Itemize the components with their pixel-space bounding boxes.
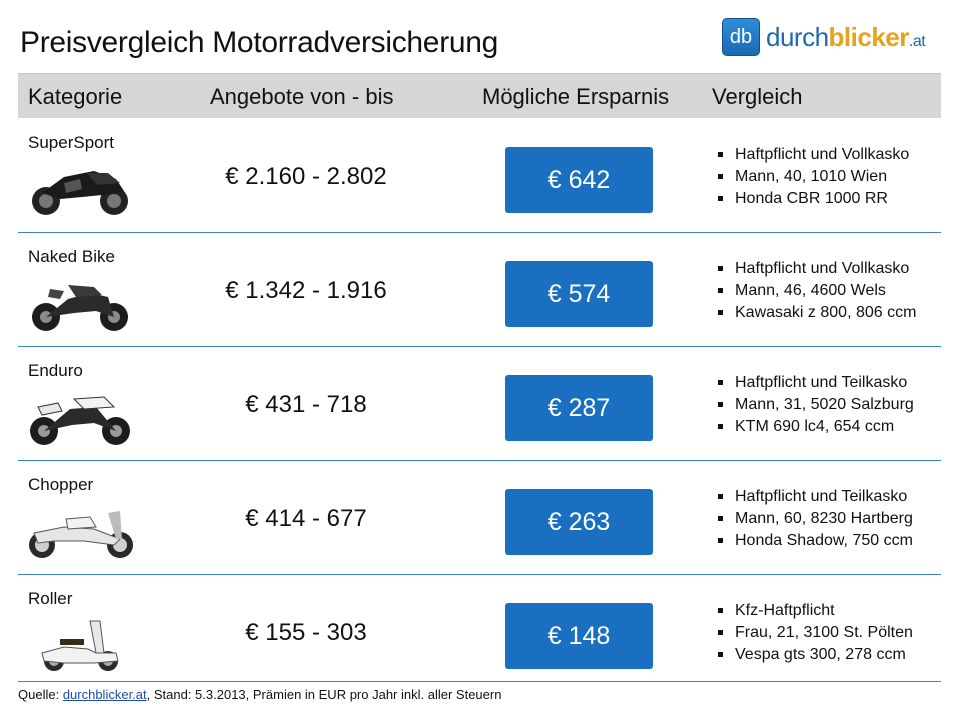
naked-bike-icon bbox=[32, 285, 128, 331]
list-item: Mann, 40, 1010 Wien bbox=[716, 166, 909, 188]
saving-badge: € 148 bbox=[505, 603, 653, 669]
comparison-list: Haftpflicht und Teilkasko Mann, 60, 8230… bbox=[716, 486, 913, 552]
logo-word-tld: .at bbox=[908, 32, 926, 50]
header-angebote: Angebote von - bis bbox=[210, 84, 394, 109]
price-range: € 414 - 677 bbox=[245, 505, 367, 532]
saving-badge: € 287 bbox=[505, 375, 653, 441]
list-item: Haftpflicht und Vollkasko bbox=[716, 258, 916, 280]
table-header: Kategorie Angebote von - bis Mögliche Er… bbox=[18, 73, 941, 118]
chopper-bike-icon bbox=[29, 511, 133, 558]
category-label: Enduro bbox=[28, 361, 83, 380]
price-range: € 2.160 - 2.802 bbox=[225, 163, 387, 190]
table-row: Naked Bike € 1.342 - 1.916 € 574 Haftpfl… bbox=[18, 233, 941, 347]
category-label: Naked Bike bbox=[28, 247, 115, 266]
table-row: Roller € 155 - 303 € 148 Kfz-Haftpflicht… bbox=[18, 575, 941, 682]
source-link[interactable]: durchblicker.at bbox=[62, 687, 147, 702]
list-item: Frau, 21, 3100 St. Pölten bbox=[716, 622, 913, 644]
list-item: Kawasaki z 800, 806 ccm bbox=[716, 302, 916, 324]
list-item: Haftpflicht und Teilkasko bbox=[716, 486, 913, 508]
comparison-list: Haftpflicht und Teilkasko Mann, 31, 5020… bbox=[716, 372, 914, 438]
list-item: Mann, 31, 5020 Salzburg bbox=[716, 394, 914, 416]
table-row: Chopper € 414 - 677 € 263 Haftpflicht un… bbox=[18, 461, 941, 575]
footer-prefix: Quelle: bbox=[18, 687, 63, 702]
saving-badge: € 263 bbox=[505, 489, 653, 555]
logo-wordmark: durchblicker.at bbox=[766, 21, 926, 53]
comparison-list: Kfz-Haftpflicht Frau, 21, 3100 St. Pölte… bbox=[716, 600, 913, 666]
scooter-icon bbox=[41, 620, 119, 671]
price-range: € 431 - 718 bbox=[245, 391, 367, 418]
enduro-bike-icon bbox=[30, 396, 130, 445]
category-label: SuperSport bbox=[28, 133, 114, 152]
sport-bike-icon bbox=[32, 171, 128, 215]
header-kategorie: Kategorie bbox=[28, 84, 123, 109]
saving-badge: € 642 bbox=[505, 147, 653, 213]
list-item: Honda CBR 1000 RR bbox=[716, 188, 909, 210]
price-range: € 1.342 - 1.916 bbox=[225, 277, 387, 304]
list-item: Haftpflicht und Vollkasko bbox=[716, 144, 909, 166]
comparison-list: Haftpflicht und Vollkasko Mann, 40, 1010… bbox=[716, 144, 909, 210]
list-item: Kfz-Haftpflicht bbox=[716, 600, 913, 622]
header-vergleich: Vergleich bbox=[712, 84, 803, 109]
source-footer: Quelle: durchblicker.at, Stand: 5.3.2013… bbox=[18, 687, 501, 702]
list-item: KTM 690 lc4, 654 ccm bbox=[716, 416, 914, 438]
category-label: Chopper bbox=[28, 475, 94, 494]
list-item: Haftpflicht und Teilkasko bbox=[716, 372, 914, 394]
table-row: Enduro € 431 - 718 € 287 Haftpflicht und… bbox=[18, 347, 941, 461]
list-item: Vespa gts 300, 278 ccm bbox=[716, 644, 913, 666]
logo-badge: db bbox=[722, 18, 760, 56]
footer-suffix: , Stand: 5.3.2013, Prämien in EUR pro Ja… bbox=[146, 687, 502, 702]
list-item: Mann, 46, 4600 Wels bbox=[716, 280, 916, 302]
durchblicker-logo[interactable]: db durchblicker.at bbox=[722, 18, 926, 56]
logo-word-main: durch bbox=[766, 21, 829, 52]
category-label: Roller bbox=[28, 589, 73, 608]
logo-word-accent: blicker bbox=[828, 21, 910, 52]
page-title: Preisvergleich Motorradversicherung bbox=[20, 26, 499, 59]
header-ersparnis: Mögliche Ersparnis bbox=[482, 84, 670, 109]
list-item: Honda Shadow, 750 ccm bbox=[716, 530, 913, 552]
saving-badge: € 574 bbox=[505, 261, 653, 327]
table-row: SuperSport € 2.160 - 2.802 € 642 Haftpfl… bbox=[18, 119, 941, 233]
comparison-list: Haftpflicht und Vollkasko Mann, 46, 4600… bbox=[716, 258, 916, 324]
price-range: € 155 - 303 bbox=[245, 619, 367, 646]
list-item: Mann, 60, 8230 Hartberg bbox=[716, 508, 913, 530]
